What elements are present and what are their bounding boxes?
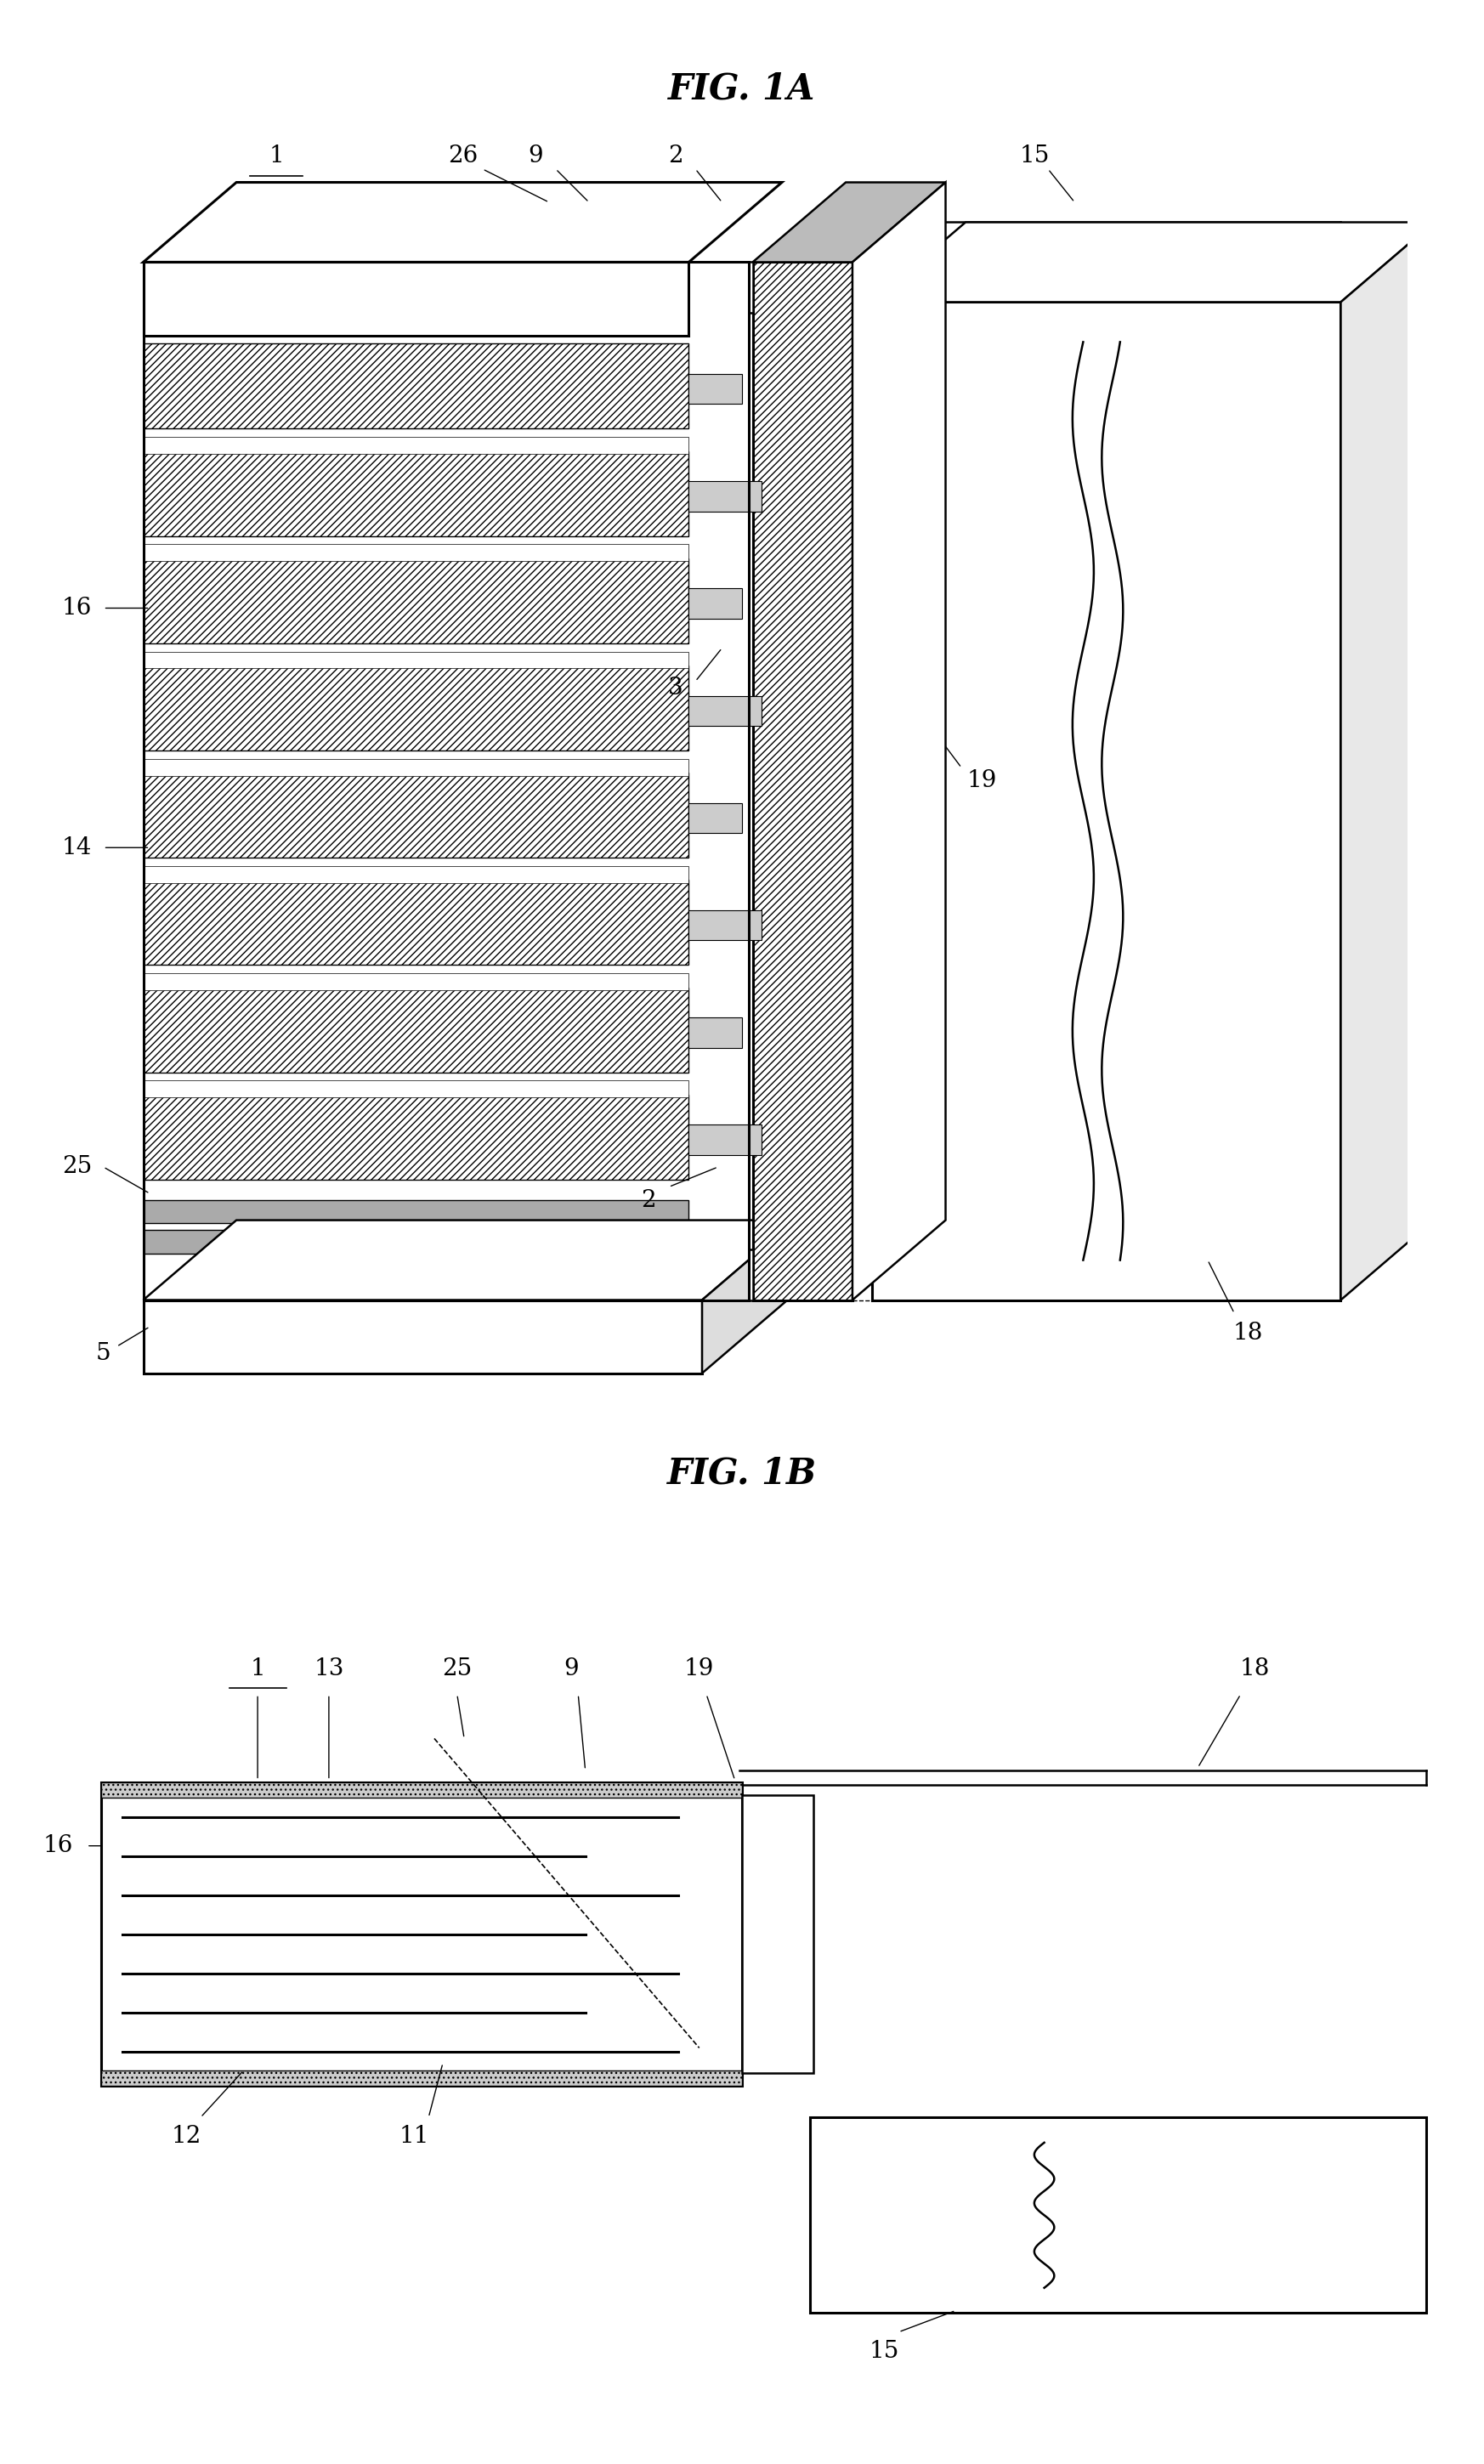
Bar: [873, 303, 1340, 1301]
Text: 15: 15: [870, 2338, 899, 2363]
Bar: [101, 1784, 742, 2085]
Text: 16: 16: [62, 596, 92, 618]
Bar: [144, 1301, 702, 1372]
Bar: [144, 1094, 689, 1180]
Bar: [144, 451, 689, 537]
Bar: [748, 261, 752, 313]
Text: 16: 16: [43, 1833, 73, 1858]
Bar: [742, 1796, 813, 2072]
Bar: [144, 342, 689, 429]
Bar: [144, 261, 689, 335]
Bar: [144, 665, 689, 752]
Polygon shape: [702, 1220, 795, 1372]
Bar: [144, 880, 689, 966]
Text: 9: 9: [564, 1658, 579, 1680]
Bar: [144, 436, 689, 453]
Text: 1: 1: [251, 1658, 266, 1680]
Text: 3: 3: [668, 678, 683, 700]
Text: 12: 12: [171, 2124, 202, 2149]
Text: 18: 18: [1239, 1658, 1270, 1680]
Text: 9: 9: [528, 145, 543, 168]
Bar: [748, 1249, 752, 1301]
Text: 2: 2: [668, 145, 683, 168]
Bar: [144, 545, 689, 562]
Text: 13: 13: [313, 1658, 344, 1680]
Bar: [689, 909, 761, 941]
Bar: [144, 774, 689, 857]
Bar: [144, 973, 689, 991]
Bar: [101, 1784, 742, 1799]
Text: 25: 25: [442, 1658, 472, 1680]
Text: 15: 15: [1020, 145, 1049, 168]
Bar: [144, 261, 748, 1301]
Polygon shape: [873, 222, 1434, 303]
Bar: [689, 695, 761, 727]
Polygon shape: [752, 182, 945, 261]
Text: 11: 11: [399, 2124, 429, 2149]
Polygon shape: [144, 1220, 795, 1301]
Text: 18: 18: [1233, 1321, 1263, 1345]
Bar: [144, 559, 689, 643]
Bar: [689, 589, 742, 618]
Bar: [144, 759, 689, 776]
Bar: [144, 650, 689, 668]
Polygon shape: [852, 182, 945, 1301]
Bar: [144, 1082, 689, 1096]
Bar: [752, 261, 852, 1301]
Text: 2: 2: [641, 1188, 656, 1212]
Bar: [144, 867, 689, 882]
Text: 14: 14: [62, 835, 92, 860]
Text: 19: 19: [966, 769, 997, 793]
Bar: [101, 2070, 742, 2085]
Bar: [689, 1018, 742, 1047]
Text: FIG. 1B: FIG. 1B: [668, 1456, 816, 1491]
Text: 1: 1: [269, 145, 283, 168]
Polygon shape: [1340, 222, 1434, 1301]
Bar: [689, 1126, 761, 1156]
Text: 25: 25: [62, 1156, 92, 1178]
Bar: [144, 1230, 689, 1254]
Bar: [144, 1200, 689, 1225]
Bar: [810, 2117, 1426, 2314]
Polygon shape: [144, 182, 782, 261]
Text: FIG. 1A: FIG. 1A: [668, 71, 816, 106]
Bar: [689, 375, 742, 404]
Bar: [689, 480, 761, 513]
Text: 26: 26: [448, 145, 478, 168]
Bar: [144, 988, 689, 1072]
Text: 5: 5: [96, 1343, 111, 1365]
Text: 19: 19: [684, 1658, 714, 1680]
Bar: [689, 803, 742, 833]
